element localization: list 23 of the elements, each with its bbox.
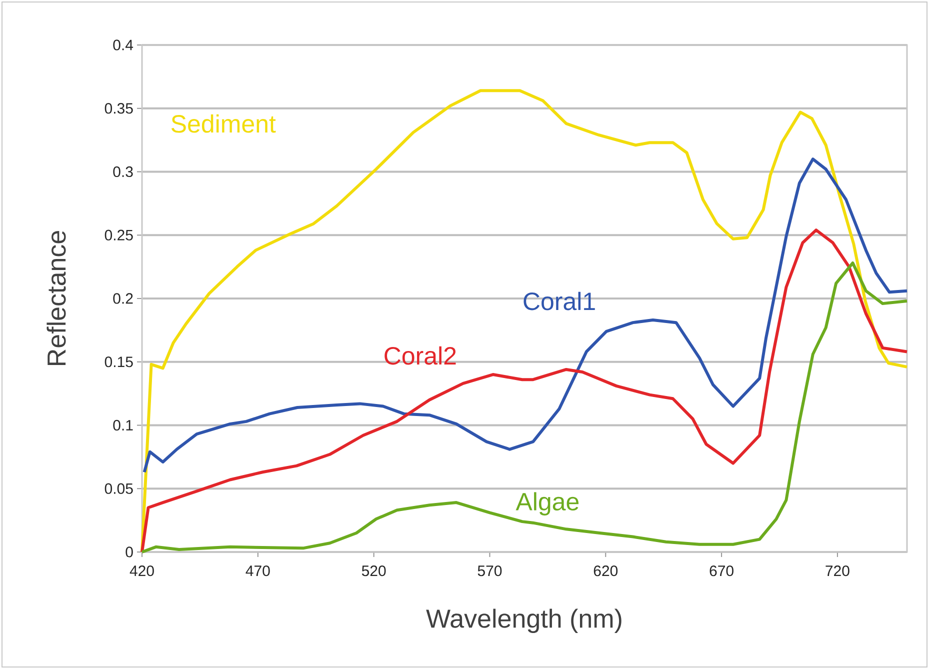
x-tick-label: 420	[130, 566, 154, 576]
series-label: Coral2	[384, 346, 456, 365]
y-tick-label: 0.4	[113, 40, 134, 50]
y-axis-title: Reflectance	[46, 231, 66, 366]
x-tick-label: 720	[826, 566, 850, 576]
x-axis-title: Wavelength (nm)	[426, 608, 622, 633]
text: Sediment	[171, 114, 276, 133]
y-tick-label: 0.05	[104, 483, 133, 494]
y-tick-label: 0.35	[104, 103, 133, 114]
y-tick-label: 0.2	[113, 293, 133, 304]
line-series	[142, 158, 908, 474]
x-tick-label: 620	[594, 566, 618, 576]
x-tick-label: 470	[246, 566, 270, 576]
x-tick-label: 570	[478, 566, 502, 576]
series-label: Coral1	[524, 292, 595, 310]
x-tick-label: 520	[362, 566, 386, 576]
series-label: Algae	[516, 492, 579, 516]
y-tick-label: 0.25	[104, 230, 133, 240]
y-tick-label: 0.1	[113, 420, 133, 431]
y-tick-label: 0	[126, 546, 133, 558]
x-tick-label: 670	[710, 566, 734, 576]
y-tick-label: 0.3	[113, 166, 133, 178]
y-tick-label: 0.15	[104, 356, 133, 368]
